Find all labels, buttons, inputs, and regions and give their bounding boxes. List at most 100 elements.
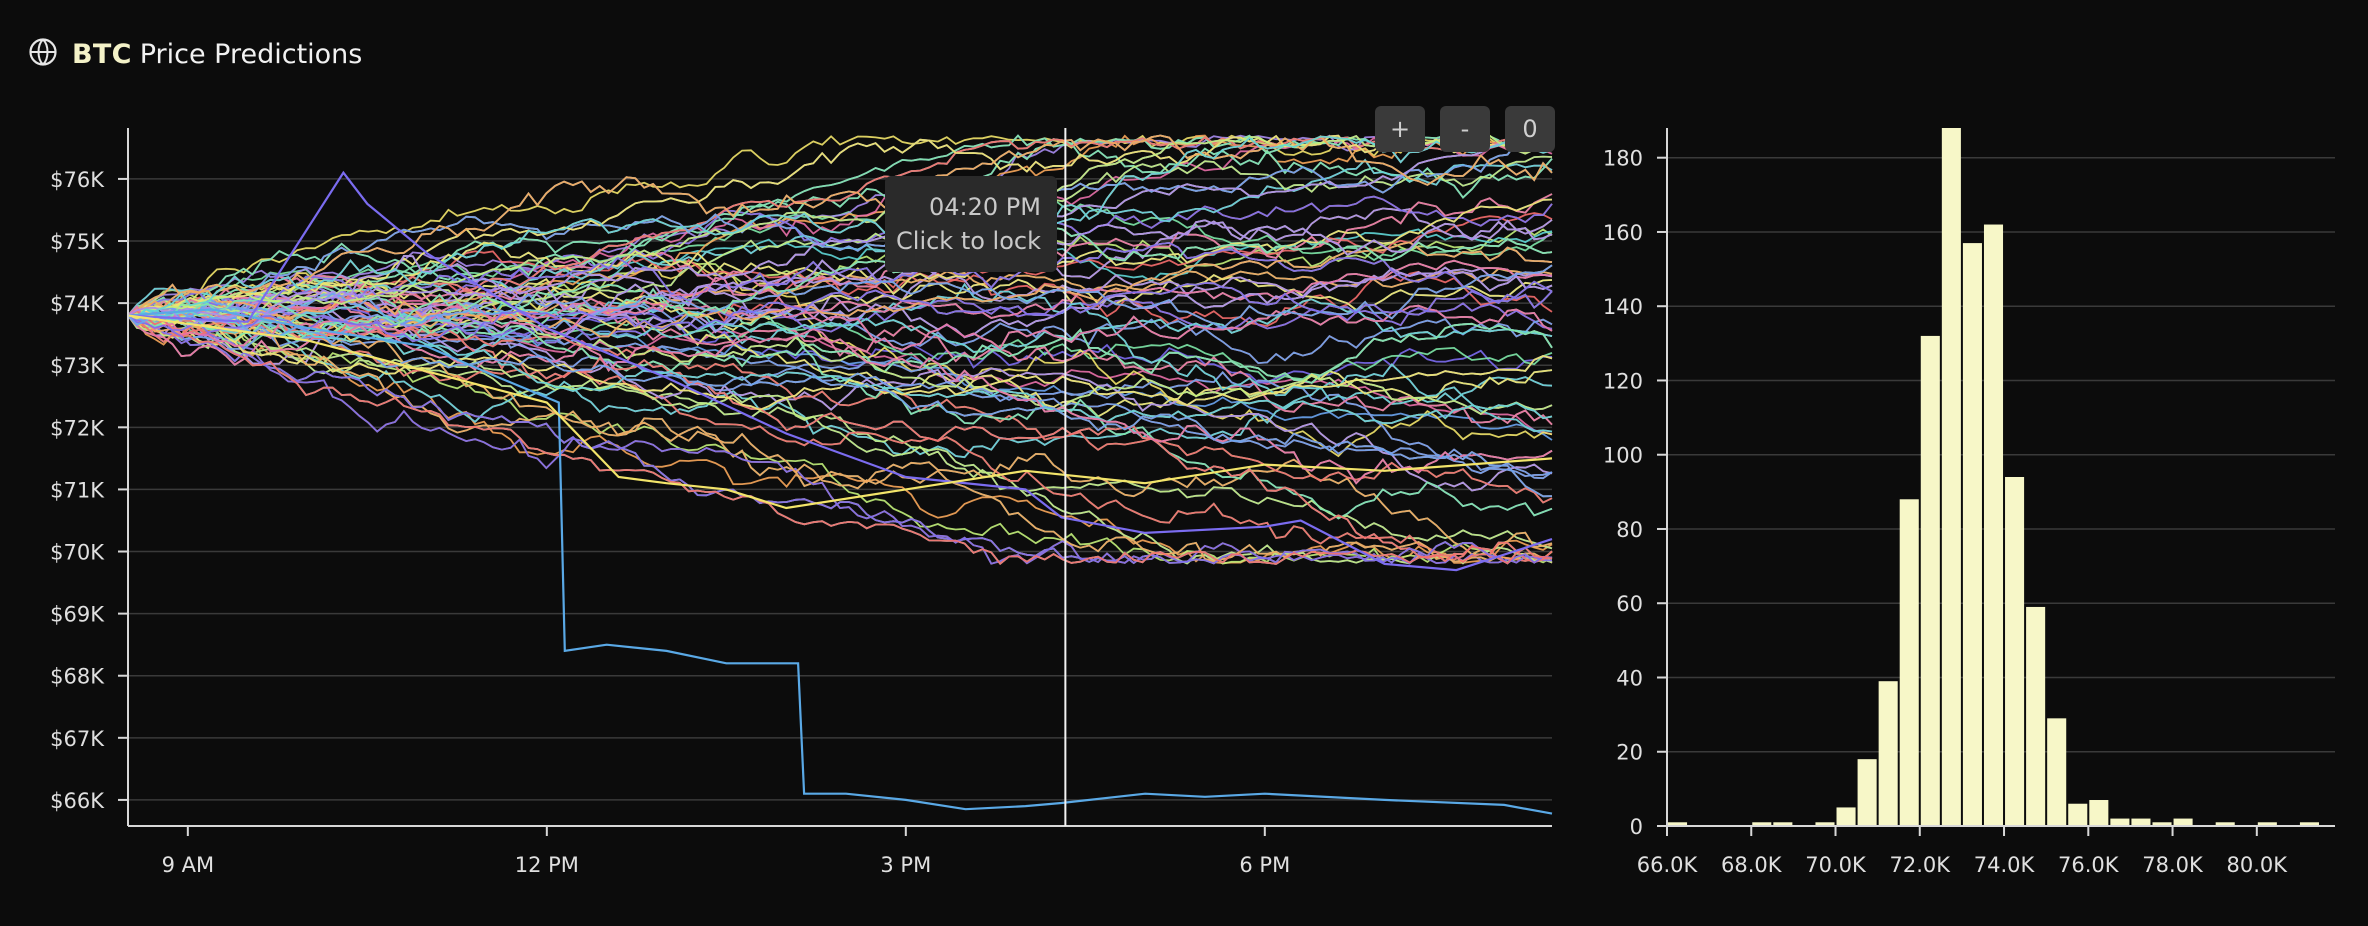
y-tick-label: $74K (50, 292, 105, 316)
histogram-bar (1983, 224, 2004, 826)
histogram-bar (2152, 822, 2172, 826)
simulated-path (127, 314, 1553, 564)
line-chart-paths (127, 134, 1553, 815)
x-tick-label: 76.0K (2058, 853, 2120, 877)
y-tick-label: 140 (1603, 295, 1643, 319)
simulated-path (127, 279, 1553, 415)
x-tick-label: 68.0K (1721, 853, 1783, 877)
y-tick-label: 80 (1616, 518, 1643, 542)
histogram-axes: 0 20 40 60 80 100 120 140 160 180 66.0K 68.0K 70.0K 7… (1603, 128, 2335, 877)
page-title: Price Predictions (139, 38, 363, 70)
x-tick-label: 72.0K (1890, 853, 1952, 877)
y-tick-label: 0 (1630, 815, 1643, 839)
histogram-bar (2089, 800, 2109, 826)
y-tick-label: $66K (50, 789, 105, 813)
simulated-path (127, 241, 1553, 320)
simulated-path (127, 314, 1553, 565)
y-tick-label: $71K (50, 478, 105, 502)
histogram-bar (1941, 128, 1961, 826)
simulated-path (127, 277, 1553, 366)
histogram-bar (2257, 822, 2277, 826)
zoom-in-button[interactable]: + (1375, 106, 1425, 152)
x-tick-label: 74.0K (1974, 853, 2036, 877)
simulated-path (127, 314, 1553, 565)
simulated-path (127, 314, 1553, 480)
simulated-path (127, 311, 1553, 565)
tooltip-time: 04:20 PM (929, 193, 1041, 221)
y-tick-label: $68K (50, 665, 105, 689)
app-header: BTC Price Predictions (28, 34, 362, 74)
histogram-bar (2215, 822, 2235, 826)
simulated-path (127, 195, 1553, 318)
histogram-bar (2005, 477, 2025, 826)
simulated-path (127, 301, 1553, 459)
x-tick-label: 80.0K (2227, 853, 2289, 877)
simulated-path (127, 138, 1553, 317)
simulated-path (127, 313, 1553, 504)
highlighted-path (127, 170, 1553, 572)
histogram-bar (2047, 718, 2067, 826)
simulated-path (127, 314, 1553, 564)
simulated-path (127, 314, 1553, 565)
histogram-bar (1773, 822, 1793, 826)
y-tick-label: 160 (1603, 221, 1643, 245)
simulated-path (127, 314, 1553, 564)
y-tick-label: 20 (1616, 741, 1643, 765)
simulated-path (127, 264, 1553, 330)
simulated-path (127, 314, 1553, 563)
simulated-path (127, 314, 1553, 565)
hover-tooltip[interactable]: 04:20 PM Click to lock (885, 176, 1057, 272)
y-tick-label: $72K (50, 416, 105, 440)
tooltip-hint: Click to lock (896, 227, 1041, 255)
simulated-path (127, 289, 1553, 565)
histogram-bar (1857, 759, 1877, 826)
y-tick-label: $73K (50, 354, 105, 378)
histogram-bar (1752, 822, 1772, 826)
x-tick-label: 9 AM (162, 853, 215, 877)
simulated-path (127, 314, 1553, 565)
histogram-bar (1899, 499, 1919, 826)
y-tick-label: 120 (1603, 369, 1643, 393)
simulated-path (127, 282, 1553, 343)
histogram-bar (1836, 807, 1856, 826)
histogram-bar (2299, 822, 2319, 826)
simulated-path (127, 219, 1553, 331)
simulated-path (127, 314, 1553, 565)
globe-icon (28, 37, 58, 71)
y-tick-label: $75K (50, 230, 105, 254)
simulated-path (127, 314, 1553, 411)
histogram-bar (1668, 822, 1688, 826)
x-tick-label: 3 PM (880, 853, 931, 877)
histogram-bar (1815, 822, 1835, 826)
line-chart-axes: $66K $67K $68K $69K $70K $71K $72K $73K $74K $75K… (50, 128, 1552, 877)
x-tick-label: 70.0K (1805, 853, 1867, 877)
histogram-bar (2068, 803, 2088, 826)
y-tick-label: $76K (50, 168, 105, 192)
brand-label: BTC (72, 38, 132, 70)
highlighted-path (127, 314, 1553, 510)
simulated-path (127, 158, 1553, 318)
histogram-bar (2110, 818, 2130, 826)
histogram-bar (2173, 818, 2193, 826)
zoom-reset-button[interactable]: 0 (1505, 106, 1555, 152)
y-tick-label: 60 (1616, 592, 1643, 616)
x-tick-label: 6 PM (1239, 853, 1290, 877)
histogram-bar (1878, 681, 1898, 826)
highlighted-path (127, 308, 1553, 815)
distribution-histogram: 0 20 40 60 80 100 120 140 160 180 66.0K 68.0K 70.0K 7… (1603, 128, 2335, 877)
simulated-path (127, 310, 1553, 425)
y-tick-label: $67K (50, 727, 105, 751)
price-paths-chart[interactable]: $66K $67K $68K $69K $70K $71K $72K $73K $74K $75K… (0, 0, 1560, 926)
y-tick-label: 40 (1616, 666, 1643, 690)
histogram-bar (2026, 606, 2046, 826)
y-tick-label: $70K (50, 541, 105, 565)
histogram-bar (1962, 243, 1982, 826)
simulated-path (127, 301, 1553, 478)
y-tick-label: 100 (1603, 444, 1643, 468)
y-tick-label: $69K (50, 603, 105, 627)
histogram-bar (2131, 818, 2151, 826)
zoom-out-button[interactable]: - (1440, 106, 1490, 152)
simulated-path (127, 282, 1553, 520)
y-tick-label: 180 (1603, 147, 1643, 171)
simulated-path (127, 314, 1553, 564)
